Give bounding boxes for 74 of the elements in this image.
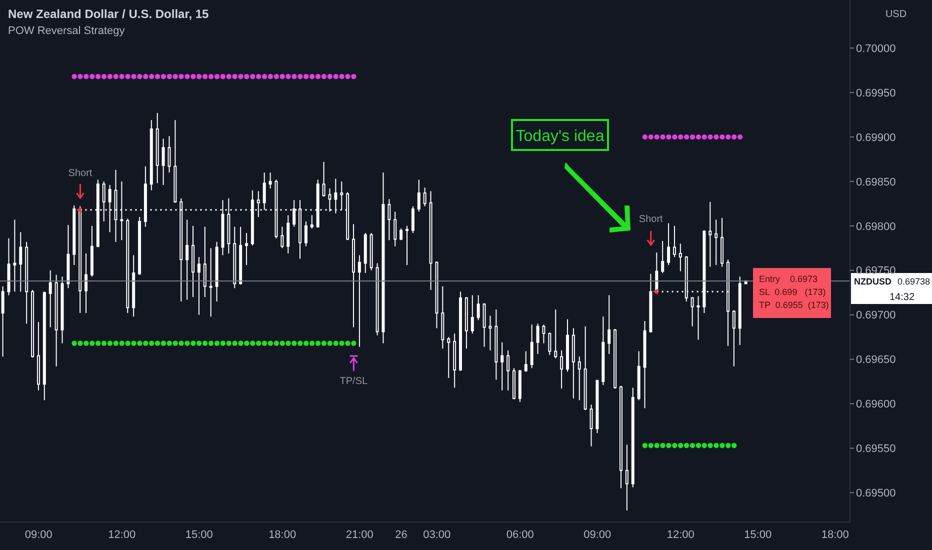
candlestick — [423, 187, 426, 207]
y-tick-label: 0.69650 — [856, 354, 896, 366]
x-tick-label: 06:00 — [506, 528, 534, 541]
candlestick — [441, 286, 444, 350]
candlestick — [696, 296, 700, 340]
candlestick — [708, 201, 712, 268]
text: 0.69738 — [897, 276, 930, 287]
candlestick — [197, 256, 200, 316]
ref-line-label: NZDUSD — [854, 276, 892, 287]
candlestick — [19, 232, 22, 292]
candlestick — [643, 320, 646, 409]
annotation: Entry 0.6973 — [759, 274, 818, 284]
x-tick-label: 12:00 — [108, 528, 136, 541]
y-tick-label: 0.69550 — [856, 443, 896, 456]
candlestick — [156, 112, 159, 184]
y-tick-label: 0.69850 — [856, 176, 896, 188]
x-tick-label: 15:00 — [744, 528, 772, 541]
x-tick-label: 21:00 — [346, 528, 374, 541]
candlestick — [500, 342, 504, 391]
candlestick — [48, 270, 52, 328]
annotation: TP 0.6955 (173) — [759, 300, 829, 310]
candlestick — [678, 243, 682, 272]
y-tick-label: 0.69600 — [856, 398, 896, 411]
candlestick — [132, 254, 136, 318]
candlestick — [720, 217, 724, 268]
x-tick-label: 09:00 — [24, 528, 52, 541]
candlestick — [382, 172, 385, 344]
candlestick — [608, 294, 611, 354]
candlestick — [494, 308, 498, 380]
candlestick — [209, 248, 212, 318]
y-tick-label: 0.70000 — [856, 42, 896, 55]
x-tick-label: 15:00 — [185, 528, 213, 541]
candlestick — [388, 198, 391, 241]
text: New Zealand Dollar / U.S. Dollar, 15 — [8, 7, 210, 21]
y-tick-label: 0.69500 — [856, 488, 896, 500]
candlestick — [203, 226, 206, 298]
candlestick — [625, 444, 628, 511]
candlestick — [162, 138, 165, 186]
x-tick-label: 18:00 — [268, 528, 296, 541]
annotation: Today's idea — [516, 128, 604, 145]
candlestick — [429, 190, 432, 290]
x-tick-label: 03:00 — [423, 528, 451, 541]
candlestick — [572, 328, 575, 399]
annotation: TP/SL — [340, 376, 368, 387]
candlestick — [13, 219, 16, 292]
candlestick — [192, 225, 195, 298]
candlestick — [714, 219, 718, 266]
annotation: Short — [638, 214, 664, 225]
annotation: Short — [68, 168, 92, 179]
candlestick — [186, 219, 189, 300]
x-tick-label: 12:00 — [666, 528, 694, 541]
candlestick — [394, 211, 397, 247]
candlestick — [453, 332, 456, 388]
candlestick — [488, 315, 492, 351]
y-tick-label: 0.69800 — [856, 220, 896, 233]
candlestick — [245, 232, 248, 266]
y-axis-title: USD — [885, 9, 907, 20]
y-tick-label: 0.69700 — [856, 310, 896, 322]
candlestick — [36, 321, 40, 391]
x-tick-label: 18:00 — [821, 528, 849, 541]
candlestick — [150, 120, 153, 191]
candlestick — [286, 214, 290, 254]
y-tick-label: 0.69950 — [856, 87, 896, 100]
candlestick — [352, 224, 356, 328]
text: POW Reversal Strategy — [8, 25, 126, 37]
candlestick — [358, 254, 361, 348]
candlestick — [84, 252, 88, 314]
y-tick-label: 0.69900 — [856, 132, 896, 144]
candlestick — [536, 323, 540, 354]
candlestick — [578, 356, 581, 401]
text: 14:32 — [889, 292, 915, 304]
x-tick-label: 26 — [395, 528, 408, 541]
annotation: SL 0.699 (173) — [759, 287, 826, 298]
x-tick-label: 09:00 — [584, 528, 612, 541]
